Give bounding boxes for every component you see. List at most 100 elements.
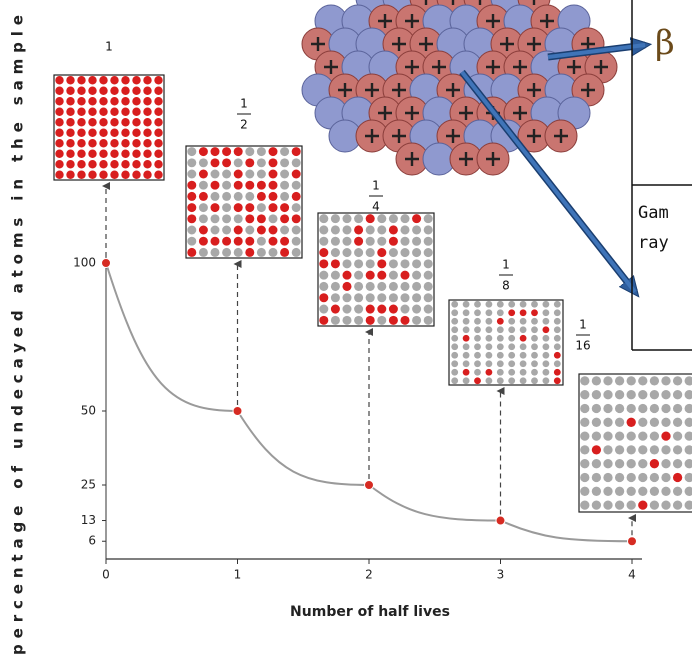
- undecayed-atom: [154, 150, 162, 158]
- decayed-atom: [366, 293, 375, 302]
- decayed-atom: [543, 318, 550, 325]
- decayed-atom: [342, 225, 351, 234]
- decayed-atom: [377, 214, 386, 223]
- undecayed-atom: [331, 305, 340, 314]
- undecayed-atom: [132, 129, 140, 137]
- decayed-atom: [650, 431, 659, 440]
- undecayed-atom: [66, 97, 74, 105]
- decayed-atom: [486, 377, 493, 384]
- decayed-atom: [245, 226, 254, 235]
- undecayed-atom: [121, 97, 129, 105]
- undecayed-atom: [55, 160, 63, 168]
- decayed-atom: [508, 326, 515, 333]
- decayed-atom: [580, 404, 589, 413]
- undecayed-atom: [234, 170, 243, 179]
- decayed-atom: [497, 343, 504, 350]
- decayed-atom: [400, 259, 409, 268]
- undecayed-atom: [187, 214, 196, 223]
- undecayed-atom: [99, 118, 107, 126]
- decayed-atom: [474, 318, 481, 325]
- undecayed-atom: [234, 203, 243, 212]
- decayed-atom: [603, 473, 612, 482]
- undecayed-atom: [366, 214, 375, 223]
- decayed-atom: [257, 158, 266, 167]
- undecayed-atom: [88, 160, 96, 168]
- undecayed-atom: [554, 369, 561, 376]
- data-point: [365, 481, 374, 490]
- undecayed-atom: [269, 181, 278, 190]
- undecayed-atom: [400, 271, 409, 280]
- decayed-atom: [554, 343, 561, 350]
- undecayed-atom: [211, 158, 220, 167]
- decayed-atom: [245, 147, 254, 156]
- decayed-atom: [673, 390, 682, 399]
- decayed-atom: [592, 473, 601, 482]
- decayed-atom: [280, 226, 289, 235]
- undecayed-atom: [88, 129, 96, 137]
- decayed-atom: [615, 500, 624, 509]
- decayed-atom: [199, 158, 208, 167]
- undecayed-atom: [143, 76, 151, 84]
- undecayed-atom: [143, 139, 151, 147]
- undecayed-atom: [110, 118, 118, 126]
- decayed-atom: [354, 248, 363, 257]
- decayed-atom: [280, 147, 289, 156]
- undecayed-atom: [474, 377, 481, 384]
- decayed-atom: [615, 390, 624, 399]
- decayed-atom: [673, 487, 682, 496]
- undecayed-atom: [211, 203, 220, 212]
- undecayed-atom: [121, 160, 129, 168]
- undecayed-atom: [77, 97, 85, 105]
- decayed-atom: [531, 360, 538, 367]
- decayed-atom: [292, 237, 301, 246]
- decayed-atom: [603, 500, 612, 509]
- decayed-atom: [615, 376, 624, 385]
- decayed-atom: [245, 170, 254, 179]
- decayed-atom: [451, 369, 458, 376]
- decayed-atom: [222, 214, 231, 223]
- undecayed-atom: [99, 87, 107, 95]
- undecayed-atom: [650, 459, 659, 468]
- undecayed-atom: [55, 139, 63, 147]
- undecayed-atom: [187, 181, 196, 190]
- undecayed-atom: [55, 87, 63, 95]
- undecayed-atom: [66, 150, 74, 158]
- decayed-atom: [638, 404, 647, 413]
- decayed-atom: [661, 459, 670, 468]
- undecayed-atom: [132, 160, 140, 168]
- decayed-atom: [615, 404, 624, 413]
- decayed-atom: [543, 335, 550, 342]
- decayed-atom: [412, 237, 421, 246]
- undecayed-atom: [88, 97, 96, 105]
- decayed-atom: [650, 404, 659, 413]
- undecayed-atom: [257, 226, 266, 235]
- undecayed-atom: [110, 129, 118, 137]
- decayed-atom: [377, 282, 386, 291]
- atom-grid: [579, 374, 692, 512]
- decayed-atom: [615, 418, 624, 427]
- decayed-atom: [412, 225, 421, 234]
- undecayed-atom: [269, 226, 278, 235]
- decayed-atom: [187, 158, 196, 167]
- decayed-atom: [211, 192, 220, 201]
- undecayed-atom: [99, 150, 107, 158]
- undecayed-atom: [154, 97, 162, 105]
- decayed-atom: [592, 487, 601, 496]
- undecayed-atom: [520, 309, 527, 316]
- table-cell: ray: [638, 233, 669, 253]
- undecayed-atom: [520, 335, 527, 342]
- decayed-atom: [627, 404, 636, 413]
- undecayed-atom: [66, 160, 74, 168]
- decayed-atom: [486, 318, 493, 325]
- decayed-atom: [319, 237, 328, 246]
- decayed-atom: [580, 431, 589, 440]
- undecayed-atom: [77, 160, 85, 168]
- decayed-atom: [257, 248, 266, 257]
- undecayed-atom: [77, 108, 85, 116]
- decayed-atom: [638, 390, 647, 399]
- undecayed-atom: [463, 335, 470, 342]
- undecayed-atom: [245, 237, 254, 246]
- decayed-atom: [377, 225, 386, 234]
- atom-grid: [449, 300, 563, 385]
- decayed-atom: [366, 248, 375, 257]
